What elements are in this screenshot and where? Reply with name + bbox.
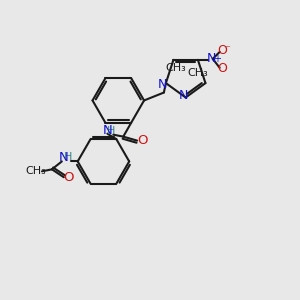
Text: +: +	[213, 54, 221, 64]
Text: ⁻: ⁻	[225, 44, 231, 54]
Text: H: H	[64, 152, 72, 162]
Text: N: N	[158, 78, 168, 91]
Text: N: N	[207, 52, 217, 65]
Text: O: O	[64, 171, 74, 184]
Text: CH₃: CH₃	[165, 63, 186, 73]
Text: H: H	[107, 126, 116, 136]
Text: O: O	[218, 44, 228, 57]
Text: O: O	[218, 62, 228, 75]
Text: N: N	[179, 89, 188, 102]
Text: N: N	[103, 124, 112, 137]
Text: N: N	[59, 151, 69, 164]
Text: O: O	[137, 134, 147, 147]
Text: CH₃: CH₃	[26, 166, 46, 176]
Text: CH₃: CH₃	[187, 68, 208, 78]
